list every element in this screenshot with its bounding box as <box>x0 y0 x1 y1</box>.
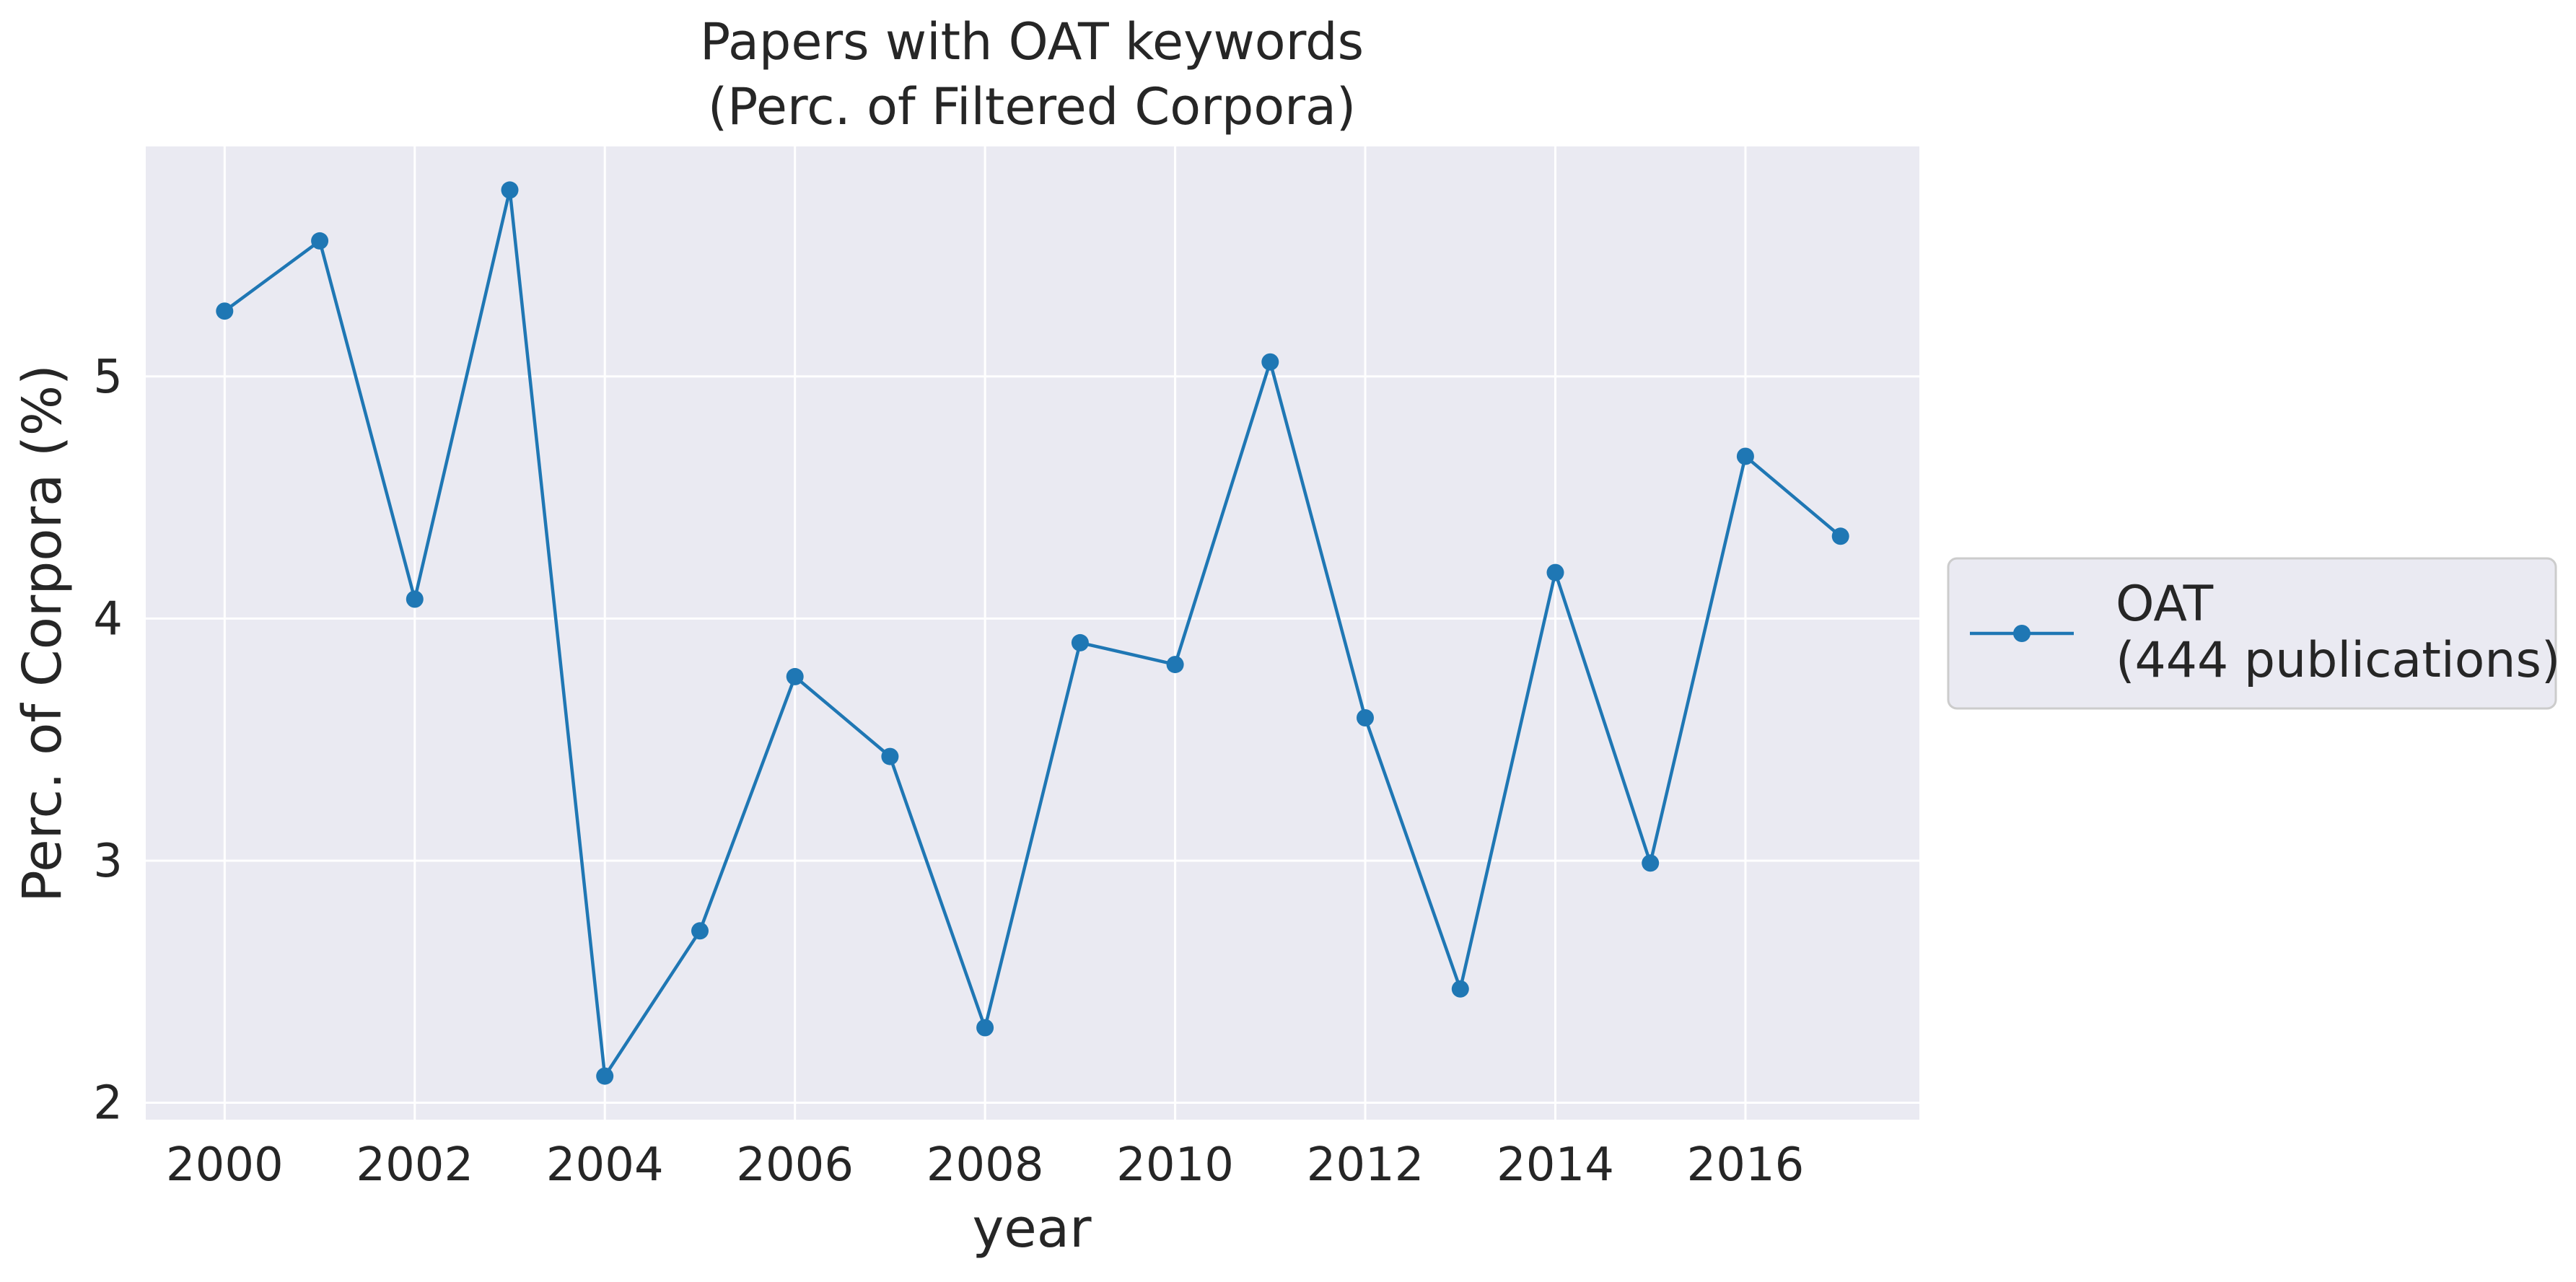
chart-title: Papers with OAT keywords <box>700 12 1364 71</box>
legend-label-line-2: (444 publications) <box>2116 632 2560 689</box>
x-tick-label: 2004 <box>546 1138 664 1192</box>
legend-label-line-1: OAT <box>2116 576 2214 633</box>
y-tick-label: 3 <box>93 835 123 888</box>
data-point-2012 <box>1357 709 1374 726</box>
data-point-2008 <box>976 1019 994 1037</box>
grid-lines <box>146 146 1919 1120</box>
y-tick-label: 2 <box>93 1077 123 1130</box>
y-tick-label: 4 <box>93 592 123 646</box>
y-tick-label: 5 <box>93 351 123 404</box>
y-axis-label: Perc. of Corpora (%) <box>12 364 74 903</box>
x-tick-label: 2002 <box>356 1138 473 1192</box>
x-tick-label: 2008 <box>926 1138 1044 1192</box>
x-tick-label: 2012 <box>1307 1138 1424 1192</box>
data-point-2004 <box>596 1067 614 1085</box>
data-point-2007 <box>881 747 899 765</box>
data-point-2005 <box>691 922 709 940</box>
x-tick-label: 2014 <box>1497 1138 1614 1192</box>
data-point-2013 <box>1451 980 1469 998</box>
data-point-2000 <box>216 302 234 320</box>
x-tick-label: 2006 <box>736 1138 854 1192</box>
plot-area <box>146 146 1919 1120</box>
x-tick-label: 2000 <box>166 1138 284 1192</box>
data-point-2014 <box>1546 563 1564 581</box>
legend-point-marker <box>2013 625 2030 642</box>
x-tick-label: 2010 <box>1116 1138 1234 1192</box>
series-layer <box>216 181 1849 1085</box>
data-point-2010 <box>1166 656 1184 674</box>
data-point-2001 <box>311 232 329 250</box>
legend: OAT (444 publications) <box>1947 557 2560 710</box>
data-point-2006 <box>786 667 804 685</box>
data-point-2009 <box>1071 633 1089 651</box>
chart-subtitle: (Perc. of Filtered Corpora) <box>708 77 1356 136</box>
data-point-2011 <box>1261 353 1279 371</box>
data-point-2016 <box>1736 447 1754 465</box>
x-tick-labels: 2000 2002 2004 2006 2008 2010 2012 2014 2016 <box>166 1138 1804 1192</box>
series-line <box>223 188 1842 1078</box>
data-point-2002 <box>406 590 424 608</box>
data-point-2017 <box>1831 527 1849 545</box>
data-point-2003 <box>501 181 519 199</box>
legend-box <box>1947 557 2557 710</box>
x-tick-label: 2016 <box>1687 1138 1805 1192</box>
y-tick-labels: 2 3 4 5 <box>93 351 123 1130</box>
data-point-2015 <box>1642 854 1660 872</box>
x-axis-label: year <box>972 1198 1092 1260</box>
